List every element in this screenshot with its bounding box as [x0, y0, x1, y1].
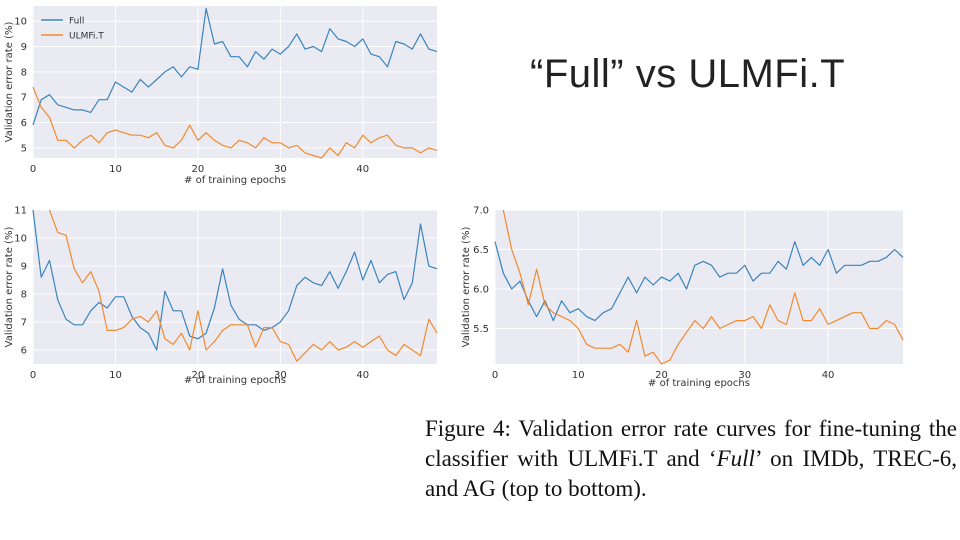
series-line-ulmfi-t [32, 86, 438, 159]
imdb-chart: 5 6 7 8 9 10 0 10 20 30 40 # of training epochs Vali… [0, 0, 450, 190]
y-axis-label: Validation error rate (%) [4, 227, 15, 348]
y-tick-label: 6 [21, 118, 27, 129]
x-tick-label: 40 [356, 164, 369, 175]
x-tick-label: 20 [192, 370, 205, 381]
y-tick-label: 5 [21, 143, 27, 154]
series-line-ulmfi-t [48, 209, 438, 362]
trec-chart: 6 7 8 9 10 11 0 10 20 30 40 # of training epochs Val… [0, 200, 450, 390]
figure-caption: Figure 4: Validation error rate curves f… [425, 414, 957, 504]
y-tick-label: 11 [14, 206, 27, 217]
x-tick-label: 40 [356, 370, 369, 381]
x-tick-label: 30 [274, 370, 287, 381]
y-tick-label: 9 [21, 42, 27, 53]
trec-chart-svg: 6 7 8 9 10 11 0 10 20 30 40 # of training epochs Val… [4, 206, 438, 386]
y-tick-label: 7 [21, 93, 27, 104]
y-tick-label: 6.5 [473, 245, 489, 256]
y-tick-label: 7 [21, 318, 27, 329]
y-tick-label: 8 [21, 67, 27, 78]
plot-background [495, 210, 903, 364]
x-tick-label: 0 [30, 164, 36, 175]
imdb-chart-svg: 5 6 7 8 9 10 0 10 20 30 40 # of training epochs Vali… [4, 6, 438, 186]
x-axis-label: # of training epochs [184, 375, 286, 386]
x-tick-label: 20 [655, 370, 668, 381]
plot-background [33, 6, 437, 158]
y-tick-label: 6.0 [473, 284, 489, 295]
series-line-full [32, 7, 438, 126]
x-tick-label: 30 [738, 370, 751, 381]
x-tick-label: 40 [822, 370, 835, 381]
y-axis-label: Validation error rate (%) [4, 22, 15, 143]
series-line-full [32, 209, 438, 351]
ag-chart: 5.5 6.0 6.5 7.0 0 10 20 30 40 # of training epoch… [455, 200, 915, 390]
series-line-full [494, 241, 904, 322]
series-line-ulmfi-t [502, 209, 904, 365]
x-tick-label: 10 [109, 164, 122, 175]
caption-prefix: Figure 4: Validation error rate curves f… [425, 416, 957, 471]
y-tick-label: 7.0 [473, 206, 489, 217]
x-tick-label: 0 [492, 370, 498, 381]
x-axis-label: # of training epochs [184, 175, 286, 186]
legend: Full ULMFi.T [41, 17, 104, 42]
legend-label: ULMFi.T [69, 32, 104, 42]
y-tick-label: 9 [21, 262, 27, 273]
slide-title: “Full” vs ULMFi.T [530, 52, 846, 96]
x-axis-label: # of training epochs [648, 378, 750, 389]
y-tick-label: 6 [21, 346, 27, 357]
caption-italic: Full [716, 446, 755, 471]
caption-suffix: ’ on IMDb, TREC-6, and AG (top to bottom… [425, 446, 957, 501]
x-tick-label: 10 [572, 370, 585, 381]
y-tick-label: 10 [14, 234, 27, 245]
y-tick-label: 5.5 [473, 324, 489, 335]
y-tick-label: 8 [21, 290, 27, 301]
plot-background [33, 210, 437, 364]
y-axis-label: Validation error rate (%) [461, 227, 472, 348]
y-tick-label: 10 [14, 17, 27, 28]
legend-label: Full [69, 17, 84, 27]
x-tick-label: 20 [192, 164, 205, 175]
x-tick-label: 0 [30, 370, 36, 381]
x-tick-label: 30 [274, 164, 287, 175]
x-tick-label: 10 [109, 370, 122, 381]
ag-chart-svg: 5.5 6.0 6.5 7.0 0 10 20 30 40 # of training epoch… [461, 206, 904, 389]
